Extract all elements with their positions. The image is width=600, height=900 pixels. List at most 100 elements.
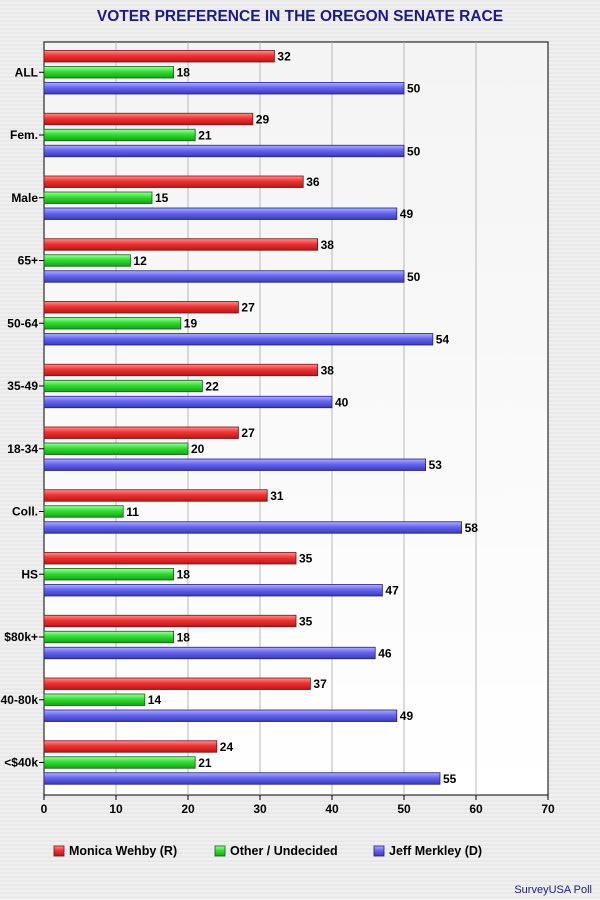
bar bbox=[43, 614, 297, 628]
category-label: HS bbox=[21, 567, 38, 581]
category-label: $80k+ bbox=[4, 630, 38, 644]
bars bbox=[43, 50, 463, 785]
value-label: 47 bbox=[385, 584, 399, 598]
bar bbox=[43, 270, 405, 283]
bar bbox=[43, 395, 333, 409]
value-label: 19 bbox=[184, 317, 198, 331]
value-label: 21 bbox=[198, 756, 212, 770]
value-label: 40 bbox=[335, 395, 349, 409]
source-note: SurveyUSA Poll bbox=[514, 884, 592, 896]
value-label: 21 bbox=[198, 128, 212, 142]
x-tick-label: 60 bbox=[469, 802, 483, 816]
value-label: 53 bbox=[429, 458, 443, 472]
bar bbox=[43, 333, 434, 346]
bar bbox=[43, 505, 124, 518]
value-label: 50 bbox=[407, 82, 421, 96]
chart-title: VOTER PREFERENCE IN THE OREGON SENATE RA… bbox=[97, 8, 503, 25]
value-label: 49 bbox=[400, 709, 414, 723]
bar bbox=[43, 568, 175, 581]
category-label: 35-49 bbox=[7, 379, 38, 393]
x-tick-label: 70 bbox=[541, 802, 555, 816]
bar bbox=[43, 238, 319, 251]
bar bbox=[43, 175, 304, 188]
value-label: 58 bbox=[465, 521, 479, 535]
bar bbox=[43, 82, 405, 95]
value-label: 24 bbox=[220, 740, 234, 754]
x-tick-label: 20 bbox=[181, 802, 195, 816]
legend-label: Monica Wehby (R) bbox=[69, 844, 177, 858]
x-tick-label: 10 bbox=[109, 802, 123, 816]
bar bbox=[43, 379, 203, 393]
bar bbox=[43, 552, 297, 565]
value-label: 15 bbox=[155, 191, 169, 205]
x-axis: 0 10 20 30 40 50 60 70 bbox=[41, 795, 555, 816]
value-label: 14 bbox=[148, 693, 162, 707]
value-label: 18 bbox=[177, 630, 191, 644]
value-label: 35 bbox=[299, 552, 313, 566]
value-label: 50 bbox=[407, 144, 421, 158]
plot-area bbox=[43, 41, 549, 796]
bar bbox=[43, 144, 405, 158]
value-label: 55 bbox=[443, 772, 457, 786]
bar bbox=[43, 442, 189, 455]
category-label: <$40k bbox=[4, 756, 38, 770]
value-label: 54 bbox=[436, 333, 450, 347]
value-label: 27 bbox=[241, 301, 255, 315]
bar bbox=[43, 66, 175, 79]
value-label: 37 bbox=[313, 677, 327, 691]
bar bbox=[43, 426, 239, 439]
value-label: 31 bbox=[270, 489, 284, 503]
bar bbox=[43, 458, 427, 471]
bar bbox=[43, 363, 319, 377]
bar bbox=[43, 128, 196, 142]
bar bbox=[43, 317, 182, 330]
bar bbox=[43, 693, 146, 706]
category-label: 50-64 bbox=[7, 316, 38, 330]
value-label: 27 bbox=[241, 426, 255, 440]
gridlines bbox=[115, 42, 477, 795]
value-label: 12 bbox=[133, 254, 147, 268]
bar bbox=[43, 709, 398, 722]
bar bbox=[43, 677, 311, 690]
category-label: 65+ bbox=[18, 254, 38, 268]
value-label: 49 bbox=[400, 207, 414, 221]
value-label: 18 bbox=[177, 66, 191, 80]
x-tick-label: 0 bbox=[41, 802, 48, 816]
legend-label: Other / Undecided bbox=[230, 844, 338, 858]
category-label: ALL bbox=[15, 65, 38, 79]
value-labels: 32 18 50 29 21 50 36 15 49 38 12 50 27 19 54 38 22 40 27 20… bbox=[126, 50, 478, 786]
legend-swatch bbox=[373, 845, 385, 857]
x-tick-label: 40 bbox=[325, 802, 339, 816]
bar bbox=[43, 50, 275, 63]
bar bbox=[43, 521, 463, 534]
value-label: 50 bbox=[407, 270, 421, 284]
value-label: 46 bbox=[378, 646, 392, 660]
value-label: 18 bbox=[177, 568, 191, 582]
bar bbox=[43, 489, 268, 502]
value-label: 38 bbox=[321, 238, 335, 252]
value-label: 20 bbox=[191, 442, 205, 456]
category-label: Male bbox=[11, 191, 38, 205]
category-label: 18-34 bbox=[7, 442, 38, 456]
value-label: 29 bbox=[256, 112, 270, 126]
value-label: 36 bbox=[306, 175, 320, 189]
bar bbox=[43, 630, 175, 644]
bar bbox=[43, 254, 131, 267]
bar bbox=[43, 207, 398, 220]
bar bbox=[43, 756, 196, 769]
legend: Monica Wehby (R) Other / Undecided Jeff Me… bbox=[53, 844, 482, 858]
bar bbox=[43, 646, 376, 660]
bar bbox=[43, 772, 441, 785]
value-label: 32 bbox=[277, 50, 291, 64]
value-label: 35 bbox=[299, 614, 313, 628]
bar bbox=[43, 301, 239, 314]
bar bbox=[43, 191, 153, 204]
x-tick-label: 50 bbox=[397, 802, 411, 816]
legend-label: Jeff Merkley (D) bbox=[389, 844, 482, 858]
value-label: 22 bbox=[205, 379, 219, 393]
category-label: 40-80k bbox=[1, 693, 39, 707]
bar bbox=[43, 740, 218, 753]
category-labels: ALL Fem. Male 65+ 50-64 35-49 18-34 Coll. HS $80k… bbox=[1, 65, 44, 770]
value-label: 11 bbox=[126, 505, 139, 519]
